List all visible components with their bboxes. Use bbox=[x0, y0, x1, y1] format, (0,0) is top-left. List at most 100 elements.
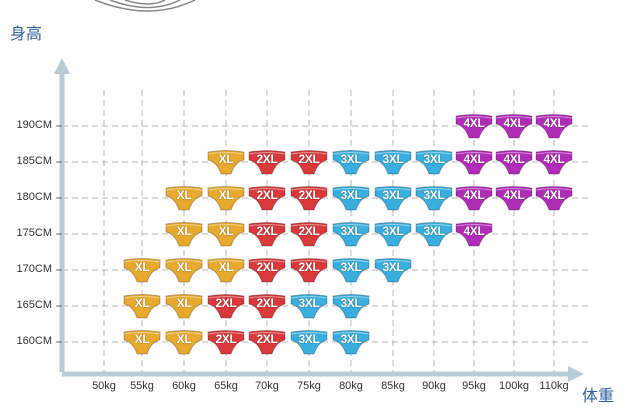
underwear-icon bbox=[415, 222, 453, 247]
underwear-icon bbox=[248, 150, 286, 175]
size-label: 4XL bbox=[463, 116, 485, 130]
underwear-icon bbox=[455, 150, 493, 175]
size-label: 3XL bbox=[423, 152, 445, 166]
underwear-icon bbox=[495, 150, 533, 175]
underwear-icon bbox=[455, 186, 493, 211]
size-badge: 3XL bbox=[332, 257, 370, 284]
x-tick-label: 75kg bbox=[297, 380, 321, 392]
size-badge: XL bbox=[207, 257, 245, 284]
size-badge: 4XL bbox=[495, 113, 533, 140]
underwear-icon bbox=[207, 186, 245, 211]
y-tick-label: 180CM bbox=[16, 191, 52, 203]
size-label: 4XL bbox=[463, 152, 485, 166]
size-badge: 3XL bbox=[374, 221, 412, 248]
underwear-icon bbox=[455, 114, 493, 139]
size-badge: 3XL bbox=[374, 185, 412, 212]
size-label: XL bbox=[218, 152, 234, 166]
size-label: 3XL bbox=[340, 152, 362, 166]
size-label: XL bbox=[176, 188, 192, 202]
y-tick-label: 185CM bbox=[16, 155, 52, 167]
x-tick-label: 95kg bbox=[462, 380, 486, 392]
size-badge: 2XL bbox=[207, 293, 245, 320]
x-tick-label: 90kg bbox=[422, 380, 446, 392]
size-badge: 2XL bbox=[248, 293, 286, 320]
size-badge: XL bbox=[207, 149, 245, 176]
underwear-icon bbox=[248, 186, 286, 211]
underwear-icon bbox=[332, 186, 370, 211]
size-badge: 3XL bbox=[332, 185, 370, 212]
size-label: 2XL bbox=[256, 296, 278, 310]
size-label: XL bbox=[218, 224, 234, 238]
underwear-icon bbox=[332, 330, 370, 355]
underwear-icon bbox=[332, 222, 370, 247]
x-tick-label: 110kg bbox=[539, 380, 569, 392]
size-badge: 3XL bbox=[290, 329, 328, 356]
y-axis-title: 身高 bbox=[10, 24, 43, 43]
size-badge: 3XL bbox=[415, 221, 453, 248]
x-tick-label: 85kg bbox=[381, 380, 405, 392]
size-badge: 3XL bbox=[415, 149, 453, 176]
underwear-icon bbox=[207, 258, 245, 283]
underwear-icon bbox=[374, 186, 412, 211]
underwear-icon bbox=[165, 330, 203, 355]
underwear-icon bbox=[123, 258, 161, 283]
size-badge: 4XL bbox=[455, 149, 493, 176]
size-badge: 2XL bbox=[248, 185, 286, 212]
size-label: 3XL bbox=[340, 224, 362, 238]
size-label: 3XL bbox=[382, 188, 404, 202]
underwear-icon bbox=[495, 114, 533, 139]
size-label: 2XL bbox=[256, 224, 278, 238]
underwear-icon bbox=[207, 222, 245, 247]
underwear-icon bbox=[290, 150, 328, 175]
underwear-icon bbox=[248, 294, 286, 319]
size-badge: 4XL bbox=[455, 221, 493, 248]
size-label: XL bbox=[218, 260, 234, 274]
size-label: 2XL bbox=[256, 332, 278, 346]
underwear-icon bbox=[455, 222, 493, 247]
size-badge: 2XL bbox=[248, 257, 286, 284]
underwear-icon bbox=[123, 294, 161, 319]
size-badge: 4XL bbox=[455, 113, 493, 140]
x-tick-label: 60kg bbox=[172, 380, 196, 392]
underwear-icon bbox=[495, 186, 533, 211]
size-badge: 3XL bbox=[374, 149, 412, 176]
size-badge: 4XL bbox=[535, 149, 573, 176]
size-badge: 2XL bbox=[248, 329, 286, 356]
size-badge: 3XL bbox=[332, 293, 370, 320]
underwear-icon bbox=[290, 258, 328, 283]
size-badge: 2XL bbox=[290, 149, 328, 176]
underwear-icon bbox=[248, 258, 286, 283]
size-label: 3XL bbox=[423, 224, 445, 238]
underwear-icon bbox=[535, 114, 573, 139]
size-label: 4XL bbox=[463, 224, 485, 238]
size-label: 4XL bbox=[503, 116, 525, 130]
size-label: 2XL bbox=[256, 152, 278, 166]
size-badge: 3XL bbox=[332, 149, 370, 176]
size-badge: XL bbox=[165, 257, 203, 284]
size-badge: XL bbox=[165, 329, 203, 356]
x-tick-label: 100kg bbox=[499, 380, 529, 392]
size-label: 2XL bbox=[298, 224, 320, 238]
underwear-icon bbox=[374, 222, 412, 247]
size-label: 3XL bbox=[382, 224, 404, 238]
underwear-icon bbox=[374, 150, 412, 175]
size-label: 2XL bbox=[256, 260, 278, 274]
underwear-icon bbox=[332, 294, 370, 319]
size-label: 4XL bbox=[503, 152, 525, 166]
size-badge: XL bbox=[207, 221, 245, 248]
underwear-icon bbox=[374, 258, 412, 283]
size-label: 4XL bbox=[503, 188, 525, 202]
underwear-icon bbox=[535, 186, 573, 211]
underwear-icon bbox=[123, 330, 161, 355]
size-label: XL bbox=[134, 332, 150, 346]
x-tick-label: 70kg bbox=[255, 380, 279, 392]
size-label: 2XL bbox=[298, 188, 320, 202]
size-label: 2XL bbox=[215, 332, 237, 346]
underwear-icon bbox=[207, 150, 245, 175]
underwear-icon bbox=[290, 222, 328, 247]
size-badge: XL bbox=[123, 257, 161, 284]
size-badge: XL bbox=[207, 185, 245, 212]
underwear-icon bbox=[248, 330, 286, 355]
size-label: 2XL bbox=[215, 296, 237, 310]
underwear-icon bbox=[207, 294, 245, 319]
